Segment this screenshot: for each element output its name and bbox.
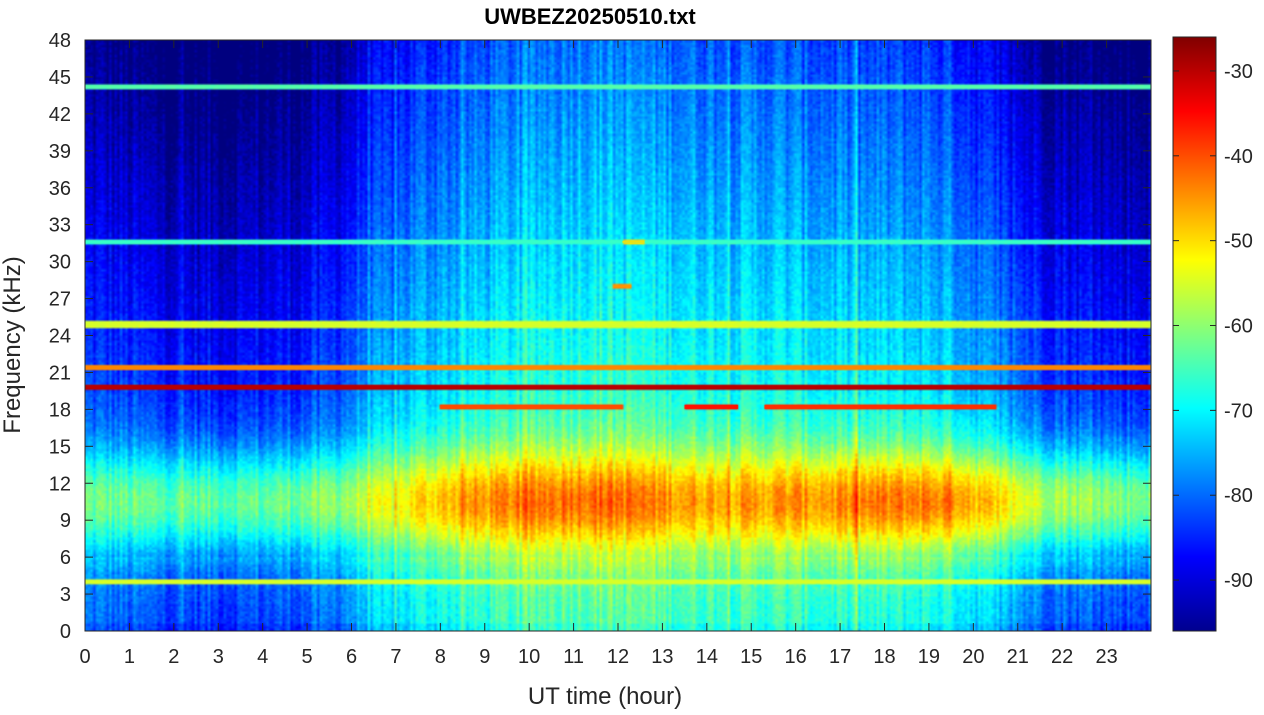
y-tick-label: 27 (49, 289, 71, 311)
x-tick-label: 9 (479, 646, 490, 668)
colorbar-tick-label: -80 (1224, 485, 1253, 507)
y-tick-label: 30 (49, 252, 71, 274)
x-tick-label: 7 (390, 646, 401, 668)
chart-title: UWBEZ20250510.txt (484, 4, 696, 29)
y-tick-label: 21 (49, 362, 71, 384)
y-tick-label: 42 (49, 104, 71, 126)
x-tick-label: 8 (435, 646, 446, 668)
x-tick-label: 0 (79, 646, 90, 668)
y-tick-label: 12 (49, 473, 71, 495)
colorbar-tick-label: -40 (1224, 146, 1253, 168)
colorbar-tick-label: -90 (1224, 570, 1253, 592)
y-tick-label: 39 (49, 141, 71, 163)
x-tick-label: 4 (257, 646, 268, 668)
colorbar-tick-label: -50 (1224, 231, 1253, 253)
x-tick-label: 13 (651, 646, 673, 668)
x-tick-label: 6 (346, 646, 357, 668)
y-tick-label: 36 (49, 178, 71, 200)
colorbar (1172, 36, 1217, 632)
x-tick-label: 3 (213, 646, 224, 668)
x-tick-label: 11 (563, 646, 584, 668)
x-tick-label: 16 (785, 646, 807, 668)
x-tick-label: 15 (740, 646, 762, 668)
colorbar-tick-label: -30 (1224, 61, 1253, 83)
y-axis-label: Frequency (kHz) (0, 256, 26, 433)
spectrogram-heatmap (85, 40, 1151, 631)
x-tick-label: 22 (1051, 646, 1073, 668)
x-tick-label: 23 (1095, 646, 1117, 668)
x-tick-label: 20 (962, 646, 984, 668)
plot-overlay (85, 85, 1151, 583)
y-tick-label: 15 (49, 436, 71, 458)
x-tick-label: 14 (696, 646, 718, 668)
colorbar-tick-label: -60 (1224, 316, 1253, 338)
colorbar-ticks: -30 -40 -50 -60 -70 -80 -90 (1173, 61, 1253, 592)
y-tick-label: 6 (60, 547, 71, 569)
x-tick-label: 19 (918, 646, 940, 668)
y-tick-label: 3 (60, 584, 71, 606)
y-tick-label: 45 (49, 67, 71, 89)
x-tick-label: 12 (607, 646, 629, 668)
x-tick-label: 2 (168, 646, 179, 668)
y-tick-label: 9 (60, 510, 71, 532)
x-tick-label: 1 (124, 646, 135, 668)
x-tick-label: 17 (829, 646, 851, 668)
y-tick-label: 48 (49, 30, 71, 52)
y-tick-label: 0 (60, 621, 71, 643)
colorbar-tick-label: -70 (1224, 400, 1253, 422)
y-tick-label: 24 (49, 326, 71, 348)
x-tick-label: 18 (873, 646, 895, 668)
x-tick-label: 10 (518, 646, 540, 668)
x-axis-label: UT time (hour) (528, 683, 682, 710)
x-tick-label: 21 (1007, 646, 1029, 668)
y-tick-label: 18 (49, 399, 71, 421)
x-axis-ticks: 0 1 2 3 4 5 6 7 8 9 10 11 12 13 14 15 16 17 18 19 20 21 22 23 (79, 40, 1118, 668)
plot-area (85, 40, 1151, 631)
y-tick-label: 33 (49, 215, 71, 237)
x-tick-label: 5 (302, 646, 313, 668)
